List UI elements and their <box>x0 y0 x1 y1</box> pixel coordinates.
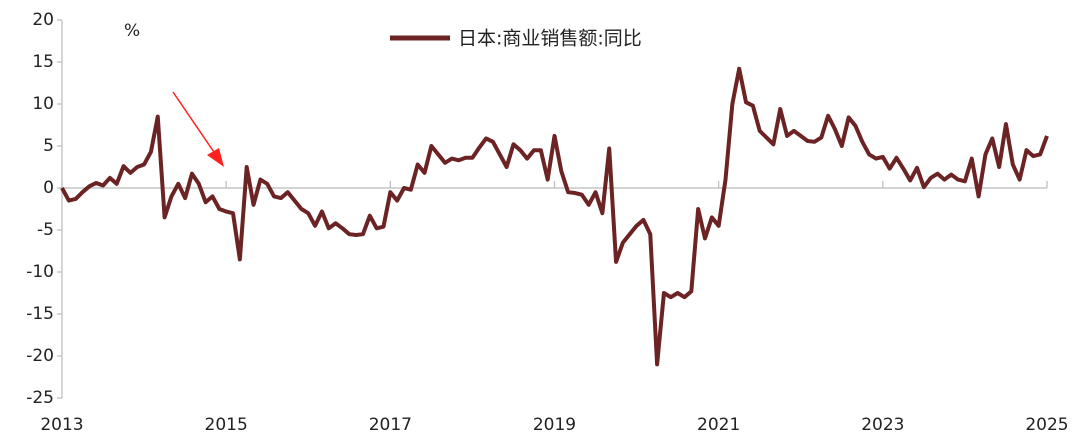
x-tick-label: 2013 <box>40 415 83 435</box>
arrow-head <box>207 148 224 167</box>
y-tick-label: 15 <box>32 52 54 72</box>
y-tick-label: 10 <box>32 94 54 114</box>
y-tick-label: -20 <box>26 346 54 366</box>
y-tick-label: -15 <box>26 304 54 324</box>
y-tick-label: -5 <box>37 220 54 240</box>
x-tick-label: 2025 <box>1025 415 1068 435</box>
x-tick-label: 2017 <box>369 415 412 435</box>
y-tick-label: 5 <box>43 136 54 156</box>
x-tick-label: 2015 <box>205 415 248 435</box>
y-tick-label: -25 <box>26 388 54 408</box>
y-tick-label: -10 <box>26 262 54 282</box>
data-line <box>60 66 1049 367</box>
arrow-line <box>172 91 219 159</box>
y-tick-label: 20 <box>32 10 54 30</box>
y-tick-label: 0 <box>43 178 54 198</box>
x-tick-label: 2021 <box>697 415 740 435</box>
x-tick-label: 2023 <box>861 415 904 435</box>
y-unit: % <box>124 21 140 41</box>
legend-label: 日本:商业销售额:同比 <box>458 28 642 50</box>
x-tick-label: 2019 <box>533 415 576 435</box>
